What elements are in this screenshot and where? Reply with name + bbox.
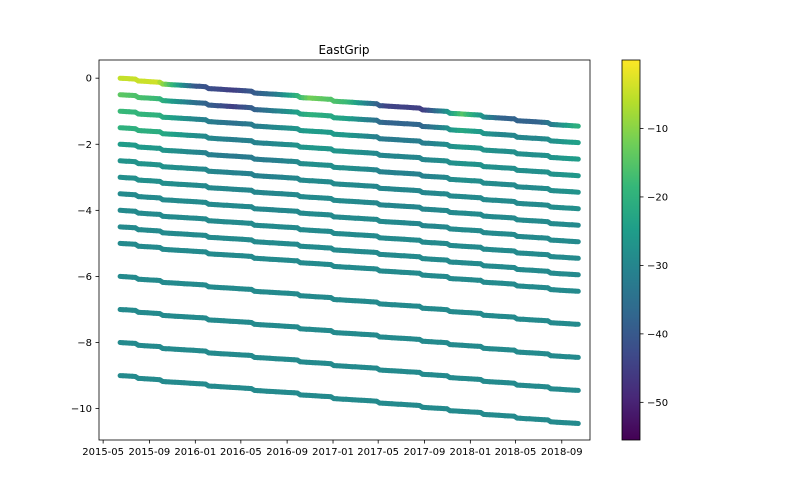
x-tick-label: 2017-09 [404, 447, 446, 458]
y-tick-label: −6 [77, 272, 92, 283]
colorbar-tick-label: −50 [647, 398, 668, 409]
series-depth-0 [117, 75, 581, 129]
axes-frame [98, 59, 591, 441]
series-depth-6 [117, 174, 581, 228]
series-depth-4 [117, 141, 581, 195]
x-tick-label: 2018-05 [495, 447, 537, 458]
x-axis: 2015-05 2015-09 2016-01 2016-05 2016-09 2017-… [82, 440, 583, 458]
chart-title: EastGrip [318, 43, 369, 57]
y-tick-label: −8 [77, 338, 92, 349]
colorbar-tick-label: −20 [647, 192, 668, 203]
x-tick-label: 2017-01 [312, 447, 354, 458]
y-tick-label: −2 [77, 140, 92, 151]
y-tick-label: −4 [77, 206, 92, 217]
series-depth-13 [117, 340, 581, 393]
x-tick-label: 2015-09 [129, 447, 171, 458]
x-tick-label: 2018-09 [541, 447, 583, 458]
x-tick-label: 2016-01 [174, 447, 216, 458]
series-depth-12 [117, 307, 581, 360]
series-depth-7 [117, 191, 581, 245]
y-axis: 0 −2 −4 −6 −8 −10 [71, 74, 99, 415]
colorbar-tick-label: −10 [647, 124, 668, 135]
series-depth-3 [117, 125, 581, 179]
x-tick-label: 2017-05 [357, 447, 399, 458]
series-depth-5 [117, 158, 581, 212]
colorbar-tick-label: −40 [647, 329, 668, 340]
x-tick-label: 2016-09 [266, 447, 308, 458]
colorbar-ticks: −50 −40 −30 −20 −10 [640, 124, 668, 409]
y-tick-label: −10 [71, 404, 92, 415]
y-tick-label: 0 [86, 74, 92, 85]
colorbar: −50 −40 −30 −20 −10 [621, 59, 668, 441]
x-tick-label: 2016-05 [220, 447, 262, 458]
series-depth-14 [117, 373, 581, 426]
series-depth-8 [117, 207, 581, 261]
series-depth-9 [117, 224, 581, 278]
colorbar-gradient [622, 60, 640, 440]
x-tick-label: 2018-01 [449, 447, 491, 458]
plot-area [98, 59, 591, 441]
series-depth-2 [117, 108, 581, 162]
colorbar-tick-label: −30 [647, 261, 668, 272]
series-depth-10 [117, 240, 581, 294]
colorbar-frame [621, 59, 641, 441]
series-depth-11 [117, 273, 581, 327]
x-tick-label: 2015-05 [82, 447, 124, 458]
series-depth-1 [117, 92, 581, 146]
series-group [117, 75, 581, 426]
